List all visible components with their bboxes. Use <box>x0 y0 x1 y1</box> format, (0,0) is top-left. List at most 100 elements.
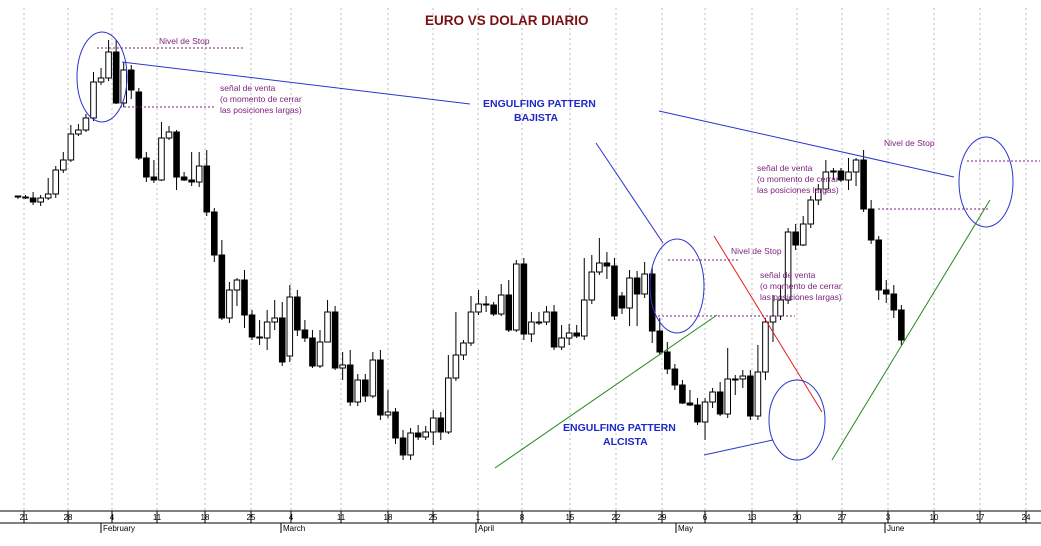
x-tick-label: 4 <box>289 513 294 522</box>
bullish-candle <box>52 169 60 195</box>
bullish-candle <box>558 337 565 348</box>
bullish-candle <box>233 279 241 291</box>
bearish-label-line-2: BAJISTA <box>514 112 559 124</box>
x-tick-label: 6 <box>703 513 708 522</box>
bearish-candle <box>694 404 701 423</box>
bullish-pointer-line <box>703 439 774 456</box>
bullish-candle <box>596 262 603 273</box>
month-tick-label: March <box>283 524 305 533</box>
bearish-candle <box>256 336 263 339</box>
bullish-candle <box>97 77 105 83</box>
month-tick-label: April <box>478 524 494 533</box>
bearish-candle <box>143 157 150 178</box>
month-tick-label: May <box>678 524 693 533</box>
bearish-candle <box>150 176 158 181</box>
bearish-pointer-line-1 <box>121 61 471 105</box>
bullish-candle <box>460 342 467 356</box>
bullish-candle <box>407 432 414 456</box>
bullish-candle <box>354 379 362 403</box>
x-tick-label: 4 <box>110 513 115 522</box>
bearish-candle <box>248 314 256 338</box>
bearish-candle <box>679 384 686 404</box>
bearish-candle <box>482 303 490 306</box>
bearish-candle <box>414 432 422 438</box>
bearish-candle <box>656 330 664 353</box>
bullish-candle <box>422 431 429 438</box>
bullish-candle <box>82 117 90 131</box>
bullish-candle <box>158 137 165 181</box>
bullish-candle <box>769 315 777 323</box>
x-tick-label: 17 <box>976 513 985 522</box>
bearish-candle <box>203 165 211 213</box>
resistance-line <box>713 235 823 413</box>
stop-label-3: Nivel de Stop <box>731 246 782 256</box>
bearish-candle <box>671 368 679 386</box>
highlight-ellipse-4 <box>958 136 1014 228</box>
bullish-candle <box>339 364 346 369</box>
bearish-candle <box>747 375 754 417</box>
x-tick-label: 11 <box>153 513 162 522</box>
bullish-candle <box>724 378 732 415</box>
chart-title: EURO VS DOLAR DIARIO <box>425 13 589 28</box>
bullish-candle <box>429 417 437 433</box>
bearish-candle <box>437 417 445 433</box>
sell-signal-1-line-1: señal de venta <box>220 83 276 93</box>
bearish-candle <box>633 277 641 295</box>
bullish-candle <box>535 321 543 324</box>
bearish-candle <box>664 351 671 370</box>
bullish-candle <box>731 378 739 381</box>
bearish-candle <box>211 211 218 256</box>
bullish-candle <box>384 411 392 416</box>
bullish-candle <box>580 299 588 337</box>
bearish-candle <box>218 254 226 319</box>
bearish-candle <box>837 170 845 181</box>
highlight-ellipse-2 <box>649 238 705 334</box>
bullish-candle <box>316 341 324 367</box>
bearish-candle <box>686 402 694 406</box>
sell-signal-2-line-3: las posiciones largas) <box>757 185 839 195</box>
x-tick-label: 22 <box>612 513 621 522</box>
month-tick-label: June <box>887 524 905 533</box>
month-tick-label: February <box>103 524 135 533</box>
bearish-candle <box>377 359 384 416</box>
x-tick-label: 21 <box>20 513 29 522</box>
bullish-candle <box>445 377 452 433</box>
bullish-candle <box>807 199 815 225</box>
x-tick-label: 8 <box>520 513 525 522</box>
bearish-candle <box>890 293 898 311</box>
x-tick-label: 25 <box>247 513 256 522</box>
x-tick-label: 1 <box>476 513 481 522</box>
bearish-candle <box>278 317 286 363</box>
bearish-candle <box>618 295 626 309</box>
bearish-pointer-line-3 <box>658 110 955 178</box>
bearish-candle <box>882 289 890 295</box>
bullish-candle <box>701 401 709 423</box>
bullish-candle <box>739 375 747 380</box>
bearish-candle <box>550 311 558 348</box>
bullish-candle <box>226 289 233 319</box>
x-tick-label: 15 <box>566 513 575 522</box>
x-tick-label: 3 <box>886 513 891 522</box>
bearish-candle <box>173 131 180 178</box>
bullish-candle <box>452 354 460 379</box>
bearish-candle <box>188 179 195 183</box>
bearish-candle <box>301 329 309 339</box>
bearish-candle <box>392 411 399 439</box>
bullish-candle <box>324 311 331 343</box>
bearish-candle <box>520 263 528 335</box>
sell-signal-2-line-1: señal de venta <box>757 163 813 173</box>
support-line-1 <box>494 314 718 469</box>
bullish-candle <box>37 197 44 203</box>
bullish-candle <box>90 81 97 119</box>
bearish-candle <box>573 332 581 337</box>
bullish-candle <box>475 303 482 313</box>
sell-signal-3-line-2: (o momento de cerrar <box>760 281 842 291</box>
bullish-candle <box>44 193 52 199</box>
bullish-candle <box>565 332 573 339</box>
bearish-candle <box>29 197 37 203</box>
bullish-candle <box>626 277 633 309</box>
bullish-label-line-1: ENGULFING PATTERN <box>563 422 676 434</box>
bearish-candle <box>867 208 875 241</box>
highlight-ellipse-1 <box>76 31 128 123</box>
